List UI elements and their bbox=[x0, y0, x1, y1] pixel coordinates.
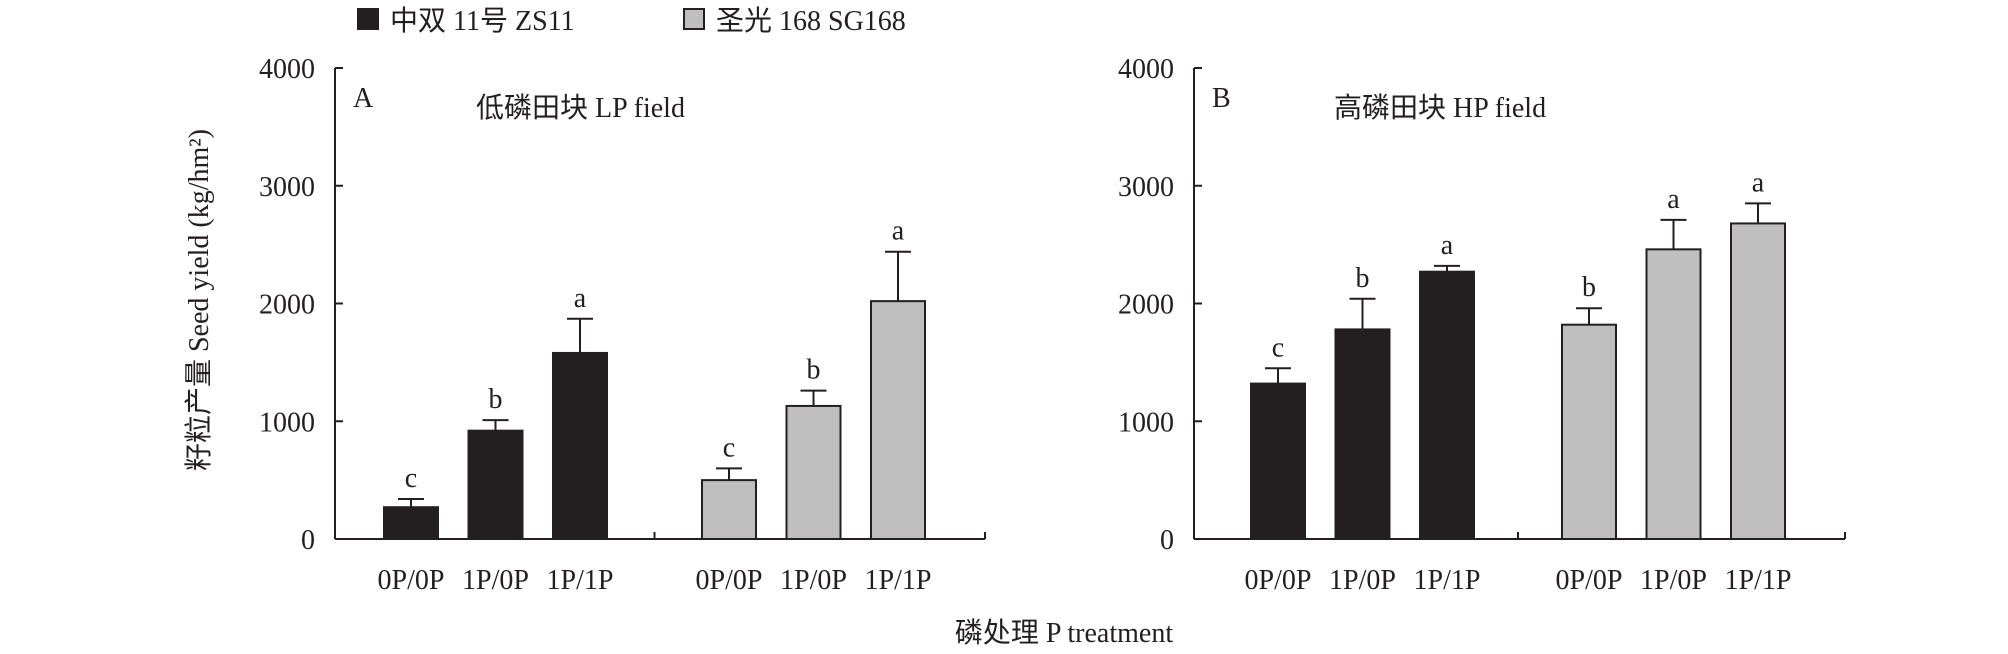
y-tick-label: 0 bbox=[1160, 525, 1174, 556]
bar bbox=[1561, 323, 1617, 540]
x-tick-label: 0P/0P bbox=[1245, 565, 1312, 596]
significance-letter: a bbox=[1441, 230, 1454, 261]
y-tick-label: 3000 bbox=[1118, 172, 1174, 203]
legend-label-sg168: 圣光 168 SG168 bbox=[716, 5, 906, 37]
x-tick-label: 1P/0P bbox=[1329, 565, 1396, 596]
legend-swatch-sg168 bbox=[683, 8, 705, 30]
x-tick-label: 1P/1P bbox=[547, 565, 614, 596]
y-tick-label: 1000 bbox=[259, 407, 315, 438]
y-tick-label: 0 bbox=[301, 525, 315, 556]
y-tick-label: 2000 bbox=[1118, 290, 1174, 321]
bar bbox=[1250, 382, 1306, 540]
x-tick-label: 1P/0P bbox=[462, 565, 529, 596]
y-tick-label: 2000 bbox=[259, 290, 315, 321]
panel-letter: A bbox=[353, 83, 374, 114]
bar bbox=[467, 429, 524, 541]
legend-label-zs11: 中双 11号 ZS11 bbox=[390, 5, 575, 37]
y-tick-label: 4000 bbox=[1118, 54, 1174, 85]
bar bbox=[870, 300, 926, 540]
x-tick-label: 1P/0P bbox=[1640, 565, 1707, 596]
panel-a: A 低磷田块 LP field 0 1000 2000 3000 4000 c 0P/0P b… bbox=[259, 54, 986, 596]
y-tick-label: 4000 bbox=[259, 54, 315, 85]
significance-letter: a bbox=[574, 283, 587, 314]
bar bbox=[1645, 248, 1702, 541]
legend-swatch-zs11 bbox=[357, 8, 379, 30]
significance-letter: b bbox=[489, 384, 503, 415]
bar bbox=[1419, 270, 1475, 540]
x-tick-label: 0P/0P bbox=[378, 565, 445, 596]
x-tick-label: 1P/1P bbox=[865, 565, 932, 596]
bar bbox=[1730, 222, 1786, 540]
y-axis-label: 籽粒产量 Seed yield (kg/hm²) bbox=[183, 129, 215, 471]
panel-title: 高磷田块 HP field bbox=[1334, 92, 1546, 124]
significance-letter: b bbox=[807, 355, 821, 386]
significance-letter: b bbox=[1356, 263, 1370, 294]
bar bbox=[1334, 328, 1391, 540]
y-tick-label: 3000 bbox=[259, 172, 315, 203]
y-tick-label: 1000 bbox=[1118, 407, 1174, 438]
panel-title: 低磷田块 LP field bbox=[476, 92, 685, 124]
significance-letter: a bbox=[892, 216, 905, 247]
significance-letter: c bbox=[1272, 332, 1284, 363]
x-tick-label: 0P/0P bbox=[1556, 565, 1623, 596]
bar bbox=[552, 351, 608, 540]
x-tick-label: 1P/1P bbox=[1414, 565, 1481, 596]
panel-b: B 高磷田块 HP field 0 1000 2000 3000 4000 c 0P/0P b… bbox=[1118, 54, 1846, 596]
bar bbox=[383, 506, 439, 540]
significance-letter: c bbox=[723, 432, 735, 463]
significance-letter: a bbox=[1752, 167, 1765, 198]
significance-letter: c bbox=[405, 463, 417, 494]
significance-letter: b bbox=[1582, 272, 1596, 303]
legend: 中双 11号 ZS11 圣光 168 SG168 bbox=[357, 5, 906, 37]
panel-letter: B bbox=[1212, 83, 1231, 114]
x-tick-label: 1P/0P bbox=[780, 565, 847, 596]
x-tick-label: 0P/0P bbox=[696, 565, 763, 596]
bar bbox=[785, 404, 842, 540]
bar bbox=[701, 479, 757, 540]
significance-letter: a bbox=[1667, 184, 1680, 215]
x-axis-label: 磷处理 P treatment bbox=[955, 617, 1173, 649]
x-tick-label: 1P/1P bbox=[1725, 565, 1792, 596]
